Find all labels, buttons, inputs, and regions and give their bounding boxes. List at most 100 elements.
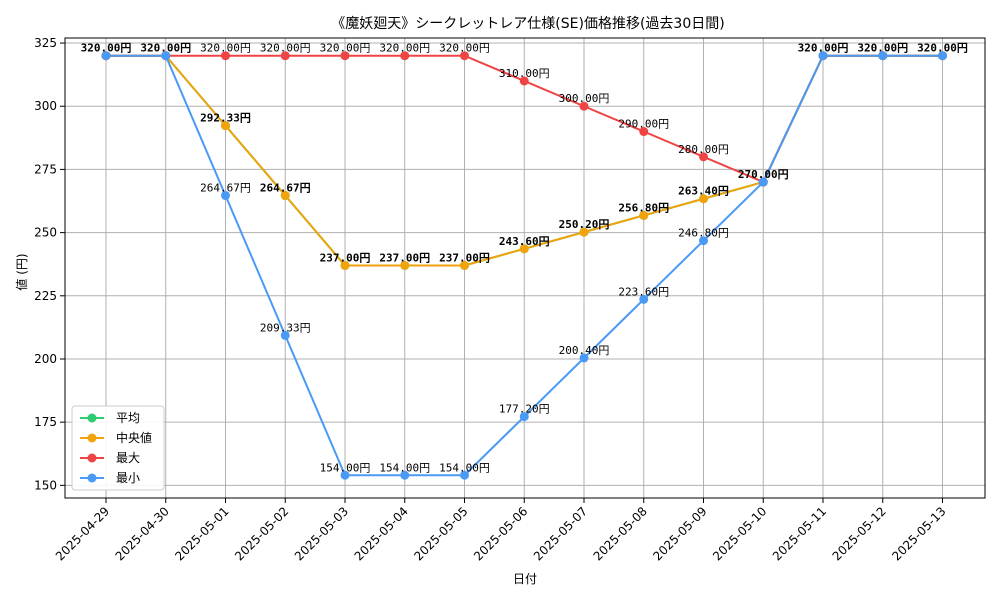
x-tick-label: 2025-05-08 xyxy=(591,504,650,563)
grid xyxy=(65,38,985,498)
data-point xyxy=(400,51,410,61)
legend-label: 平均 xyxy=(116,411,140,425)
data-point xyxy=(280,51,290,61)
data-point xyxy=(519,76,529,86)
data-label: 320.00円 xyxy=(260,42,311,55)
data-point xyxy=(340,470,350,480)
data-point xyxy=(400,260,410,270)
plot-frame xyxy=(64,37,986,499)
data-point xyxy=(938,51,947,61)
data-point xyxy=(878,51,888,61)
legend-label: 最小 xyxy=(116,471,140,485)
y-tick-label: 150 xyxy=(34,478,57,492)
data-point xyxy=(280,330,290,340)
data-label: 264.67円 xyxy=(260,182,311,195)
legend-marker xyxy=(87,413,97,423)
legend-marker xyxy=(87,453,97,463)
data-label: 320.00円 xyxy=(439,42,490,55)
legend-box xyxy=(71,405,165,491)
x-tick-label: 2025-05-03 xyxy=(292,504,351,563)
data-point xyxy=(639,127,649,137)
x-tick-label: 2025-05-13 xyxy=(889,504,948,563)
data-point xyxy=(161,51,171,61)
data-labels: 320.00円 320.00円 320.00円 320.00円 320.00円 270.0… xyxy=(81,42,968,475)
legend-marker xyxy=(87,433,97,443)
data-label: 237.00円 xyxy=(320,251,371,264)
x-tick-label: 2025-05-12 xyxy=(830,504,889,563)
data-label: 320.00円 xyxy=(140,42,191,55)
data-point xyxy=(460,470,469,480)
chart-title: 《魔妖廻天》シークレットレア仕様(SE)価格推移(過去30日間) xyxy=(331,16,724,32)
data-label: 154.00円 xyxy=(379,461,430,474)
data-label: 223.60円 xyxy=(618,285,669,298)
data-label: 263.40円 xyxy=(678,185,729,198)
data-label: 320.00円 xyxy=(320,42,371,55)
data-point xyxy=(818,51,828,61)
data-label: 270.00円 xyxy=(738,168,789,181)
data-label: 320.00円 xyxy=(81,42,132,55)
data-label: 264.67円 xyxy=(200,182,251,195)
data-point xyxy=(460,260,469,270)
y-tick-label: 300 xyxy=(34,99,57,113)
data-label: 320.00円 xyxy=(857,42,908,55)
data-point xyxy=(340,51,350,61)
data-point xyxy=(221,191,230,201)
data-label: 209.33円 xyxy=(260,321,311,334)
data-point xyxy=(758,177,768,187)
data-point xyxy=(579,353,589,363)
y-tick-label: 250 xyxy=(34,226,57,240)
data-point xyxy=(639,294,649,304)
x-tick-label: 2025-05-05 xyxy=(411,504,470,563)
data-point xyxy=(519,244,529,254)
data-label: 290.00円 xyxy=(618,118,669,131)
data-label: 154.00円 xyxy=(320,461,371,474)
data-point xyxy=(639,210,649,220)
data-point xyxy=(101,51,111,61)
legend-marker xyxy=(87,473,97,483)
y-tick-label: 175 xyxy=(34,415,57,429)
data-label: 300.00円 xyxy=(559,92,610,105)
data-label: 200.40円 xyxy=(559,344,610,357)
data-label: 292.33円 xyxy=(200,112,251,125)
legend-label: 最大 xyxy=(116,451,140,465)
data-point xyxy=(221,51,230,61)
x-tick-label: 2025-05-11 xyxy=(770,504,829,563)
legend-label: 中央値 xyxy=(116,430,152,445)
y-tick-label: 275 xyxy=(34,162,57,176)
data-point xyxy=(400,470,410,480)
data-point xyxy=(579,101,589,111)
data-label: 246.80円 xyxy=(678,227,729,240)
data-point xyxy=(699,236,708,246)
data-point xyxy=(579,227,589,237)
data-point xyxy=(221,121,230,131)
data-label: 320.00円 xyxy=(379,42,430,55)
data-label: 280.00円 xyxy=(678,143,729,156)
data-label: 237.00円 xyxy=(439,251,490,264)
x-tick-label: 2025-05-07 xyxy=(531,504,590,563)
axes: 2025-04-29 2025-04-30 2025-05-01 2025-05-02… xyxy=(34,36,986,563)
data-point xyxy=(699,194,708,204)
data-label: 243.60円 xyxy=(499,235,550,248)
data-label: 310.00円 xyxy=(499,67,550,80)
data-point xyxy=(519,412,529,422)
x-tick-label: 2025-05-09 xyxy=(650,504,709,563)
x-tick-label: 2025-04-29 xyxy=(53,504,112,563)
x-tick-label: 2025-05-06 xyxy=(471,504,530,563)
x-tick-label: 2025-05-10 xyxy=(710,504,769,563)
y-tick-label: 325 xyxy=(34,36,57,50)
series-lines xyxy=(101,51,947,480)
data-label: 250.20円 xyxy=(559,218,610,231)
x-tick-label: 2025-05-01 xyxy=(172,504,231,563)
x-tick-label: 2025-04-30 xyxy=(113,504,172,563)
data-label: 237.00円 xyxy=(379,251,430,264)
data-label: 177.20円 xyxy=(499,403,550,416)
y-axis-label: 値 (円) xyxy=(14,253,29,290)
y-tick-label: 225 xyxy=(34,289,57,303)
y-tick-label: 200 xyxy=(34,352,57,366)
data-point xyxy=(699,152,708,162)
data-label: 154.00円 xyxy=(439,461,490,474)
data-point xyxy=(280,191,290,201)
data-point xyxy=(460,51,469,61)
